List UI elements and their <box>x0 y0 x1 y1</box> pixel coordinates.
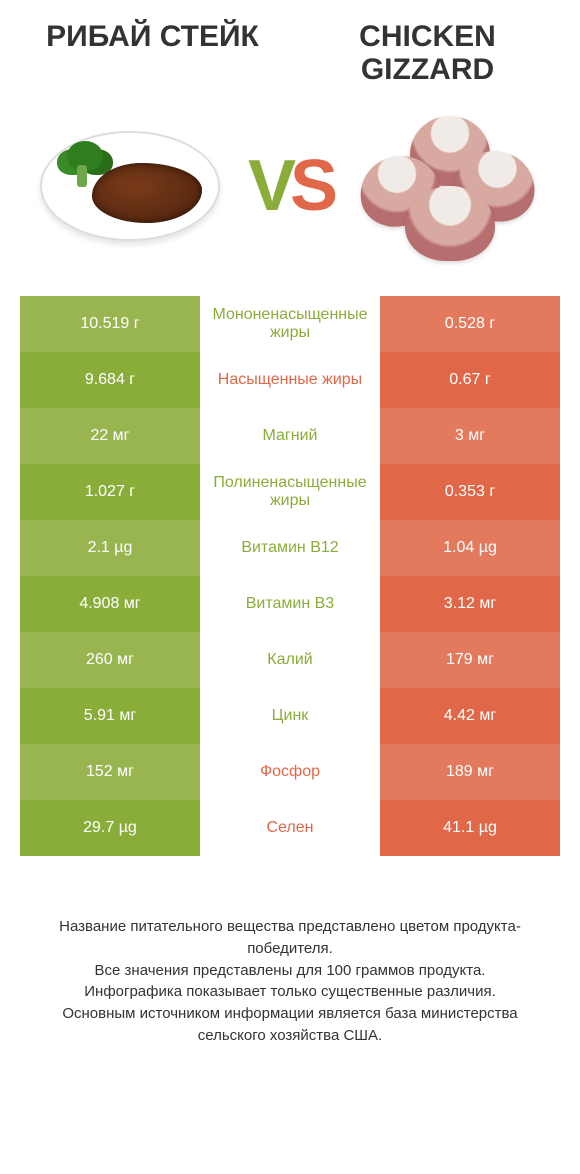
nutrient-label-cell: Насыщенные жиры <box>200 352 380 408</box>
images-row: VS <box>20 96 560 296</box>
gizzard-illustration <box>355 111 545 261</box>
left-product-title: РИБАЙ СТЕЙК <box>40 20 265 53</box>
nutrient-label-cell: Магний <box>200 408 380 464</box>
steak-plate-illustration <box>40 131 220 241</box>
table-row: 2.1 µgВитамин B121.04 µg <box>20 520 560 576</box>
footer-line: Основным источником информации является … <box>30 1003 550 1047</box>
left-value-cell: 22 мг <box>20 408 200 464</box>
gizzard-piece <box>405 186 495 261</box>
vs-s: S <box>290 146 332 226</box>
left-value-cell: 4.908 мг <box>20 576 200 632</box>
table-row: 22 мгМагний3 мг <box>20 408 560 464</box>
footer-line: Инфографика показывает только существенн… <box>30 981 550 1003</box>
left-product-image <box>30 106 230 266</box>
left-value-cell: 29.7 µg <box>20 800 200 856</box>
right-value-cell: 0.67 г <box>380 352 560 408</box>
table-row: 5.91 мгЦинк4.42 мг <box>20 688 560 744</box>
table-row: 29.7 µgСелен41.1 µg <box>20 800 560 856</box>
right-value-cell: 0.528 г <box>380 296 560 352</box>
table-row: 1.027 гПолиненасыщенные жиры0.353 г <box>20 464 560 520</box>
nutrient-label-cell: Селен <box>200 800 380 856</box>
table-row: 260 мгКалий179 мг <box>20 632 560 688</box>
nutrient-label-cell: Витамин B12 <box>200 520 380 576</box>
right-value-cell: 3 мг <box>380 408 560 464</box>
right-product-image <box>350 106 550 266</box>
right-value-cell: 1.04 µg <box>380 520 560 576</box>
right-value-cell: 189 мг <box>380 744 560 800</box>
nutrient-label-cell: Цинк <box>200 688 380 744</box>
nutrition-table: 10.519 гМононенасыщенные жиры0.528 г9.68… <box>20 296 560 856</box>
header-row: РИБАЙ СТЕЙК CHICKEN GIZZARD <box>20 20 560 96</box>
right-product-title: CHICKEN GIZZARD <box>315 20 540 86</box>
nutrient-label-cell: Полиненасыщенные жиры <box>200 464 380 520</box>
table-row: 9.684 гНасыщенные жиры0.67 г <box>20 352 560 408</box>
footer-line: Название питательного вещества представл… <box>30 916 550 960</box>
right-value-cell: 0.353 г <box>380 464 560 520</box>
nutrient-label-cell: Мононенасыщенные жиры <box>200 296 380 352</box>
steak-icon <box>92 163 202 223</box>
left-value-cell: 5.91 мг <box>20 688 200 744</box>
infographic-page: РИБАЙ СТЕЙК CHICKEN GIZZARD VS 10.519 гМ… <box>0 0 580 1077</box>
vs-v: V <box>248 146 290 226</box>
table-row: 152 мгФосфор189 мг <box>20 744 560 800</box>
footer-line: Все значения представлены для 100 граммо… <box>30 960 550 982</box>
left-value-cell: 152 мг <box>20 744 200 800</box>
nutrient-label-cell: Витамин B3 <box>200 576 380 632</box>
table-row: 10.519 гМононенасыщенные жиры0.528 г <box>20 296 560 352</box>
nutrient-label-cell: Фосфор <box>200 744 380 800</box>
left-value-cell: 260 мг <box>20 632 200 688</box>
right-value-cell: 41.1 µg <box>380 800 560 856</box>
table-row: 4.908 мгВитамин B33.12 мг <box>20 576 560 632</box>
left-value-cell: 2.1 µg <box>20 520 200 576</box>
left-value-cell: 10.519 г <box>20 296 200 352</box>
left-value-cell: 9.684 г <box>20 352 200 408</box>
footer-notes: Название питательного вещества представл… <box>20 916 560 1047</box>
right-value-cell: 3.12 мг <box>380 576 560 632</box>
vs-label: VS <box>248 145 332 227</box>
left-value-cell: 1.027 г <box>20 464 200 520</box>
nutrient-label-cell: Калий <box>200 632 380 688</box>
right-value-cell: 179 мг <box>380 632 560 688</box>
right-value-cell: 4.42 мг <box>380 688 560 744</box>
